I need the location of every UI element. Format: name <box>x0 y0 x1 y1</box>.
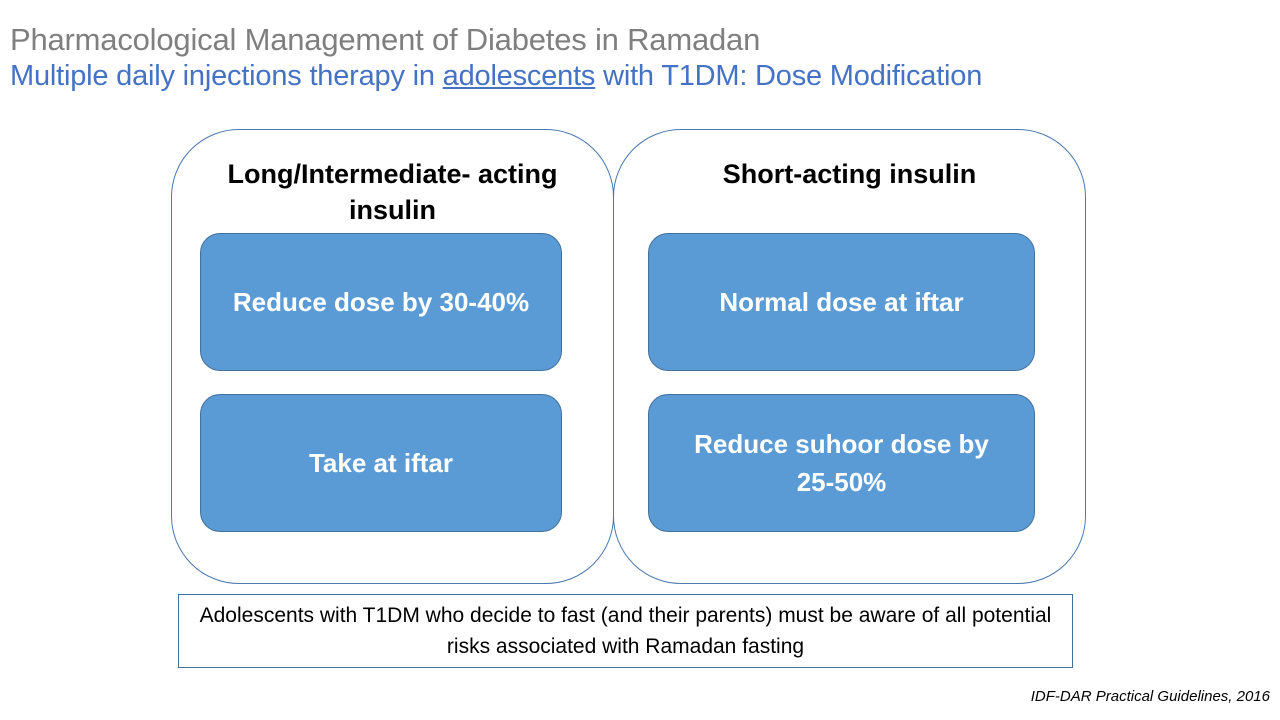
long-acting-panel-title: Long/Intermediate- acting insulin <box>227 159 558 225</box>
reduce-suhoor-dose-box: Reduce suhoor dose by 25-50% <box>648 394 1035 532</box>
subtitle-text-after: with T1DM: Dose Modification <box>595 60 983 92</box>
subtitle-underlined-word: adolescents <box>442 60 596 92</box>
slide-subtitle: Multiple daily injections therapy in ado… <box>10 60 982 93</box>
short-acting-panel-title: Short-acting insulin <box>722 159 977 189</box>
slide-title: Pharmacological Management of Diabetes i… <box>10 22 761 57</box>
subtitle-text-before: Multiple daily injections therapy in <box>10 60 443 92</box>
take-at-iftar-box: Take at iftar <box>200 394 562 532</box>
source-citation: IDF-DAR Practical Guidelines, 2016 <box>1030 688 1270 705</box>
normal-dose-box: Normal dose at iftar <box>648 233 1035 371</box>
reduce-dose-box: Reduce dose by 30-40% <box>200 233 562 371</box>
risk-awareness-note: Adolescents with T1DM who decide to fast… <box>178 594 1073 668</box>
